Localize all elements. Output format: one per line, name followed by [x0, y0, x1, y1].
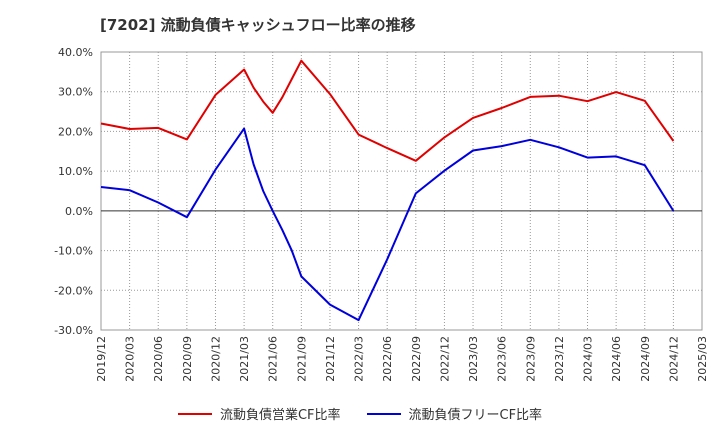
plot-area — [100, 51, 703, 331]
x-tick-label: 2024/12 — [667, 336, 680, 382]
legend-item-operating-cf: 流動負債営業CF比率 — [177, 404, 341, 423]
y-tick-label: 20.0% — [58, 125, 93, 138]
x-tick-label: 2021/09 — [295, 336, 308, 382]
legend-label-operating-cf: 流動負債営業CF比率 — [219, 408, 341, 423]
x-tick-label: 2022/12 — [438, 336, 451, 382]
x-tick-label: 2020/09 — [181, 336, 194, 382]
x-tick-label: 2023/06 — [496, 336, 509, 382]
x-tick-label: 2021/03 — [238, 336, 251, 382]
legend-item-free-cf: 流動負債フリーCF比率 — [366, 404, 543, 423]
x-tick-label: 2021/06 — [267, 336, 280, 382]
x-tick-label: 2021/12 — [324, 336, 337, 382]
x-tick-label: 2022/06 — [381, 336, 394, 382]
y-tick-label: 0.0% — [65, 205, 93, 218]
x-tick-label: 2020/12 — [209, 336, 222, 382]
legend-swatch-free-cf — [366, 412, 401, 415]
chart-title: [7202] 流動負債キャッシュフロー比率の推移 — [100, 16, 416, 34]
x-tick-label: 2023/03 — [467, 336, 480, 382]
x-tick-label: 2020/06 — [152, 336, 165, 382]
x-tick-label: 2023/12 — [553, 336, 566, 382]
legend-label-free-cf: 流動負債フリーCF比率 — [408, 408, 543, 423]
series-line-1 — [100, 127, 675, 322]
legend-swatch-operating-cf — [177, 412, 212, 415]
x-tick-label: 2019/12 — [95, 336, 108, 382]
x-tick-label: 2024/06 — [610, 336, 623, 382]
x-tick-label: 2022/09 — [410, 336, 423, 382]
y-tick-label: 40.0% — [58, 46, 93, 59]
legend: 流動負債営業CF比率 流動負債フリーCF比率 — [0, 404, 720, 423]
x-tick-label: 2025/03 — [696, 336, 709, 382]
x-tick-label: 2020/03 — [124, 336, 137, 382]
x-tick-label: 2024/03 — [582, 336, 595, 382]
x-tick-label: 2024/09 — [639, 336, 652, 382]
y-tick-label: -20.0% — [54, 284, 93, 297]
y-tick-label: -10.0% — [54, 245, 93, 258]
y-tick-label: 10.0% — [58, 165, 93, 178]
series-line-0 — [100, 59, 675, 162]
y-tick-label: -30.0% — [54, 324, 93, 337]
x-tick-label: 2022/03 — [353, 336, 366, 382]
y-tick-label: 30.0% — [58, 86, 93, 99]
x-tick-label: 2023/09 — [524, 336, 537, 382]
